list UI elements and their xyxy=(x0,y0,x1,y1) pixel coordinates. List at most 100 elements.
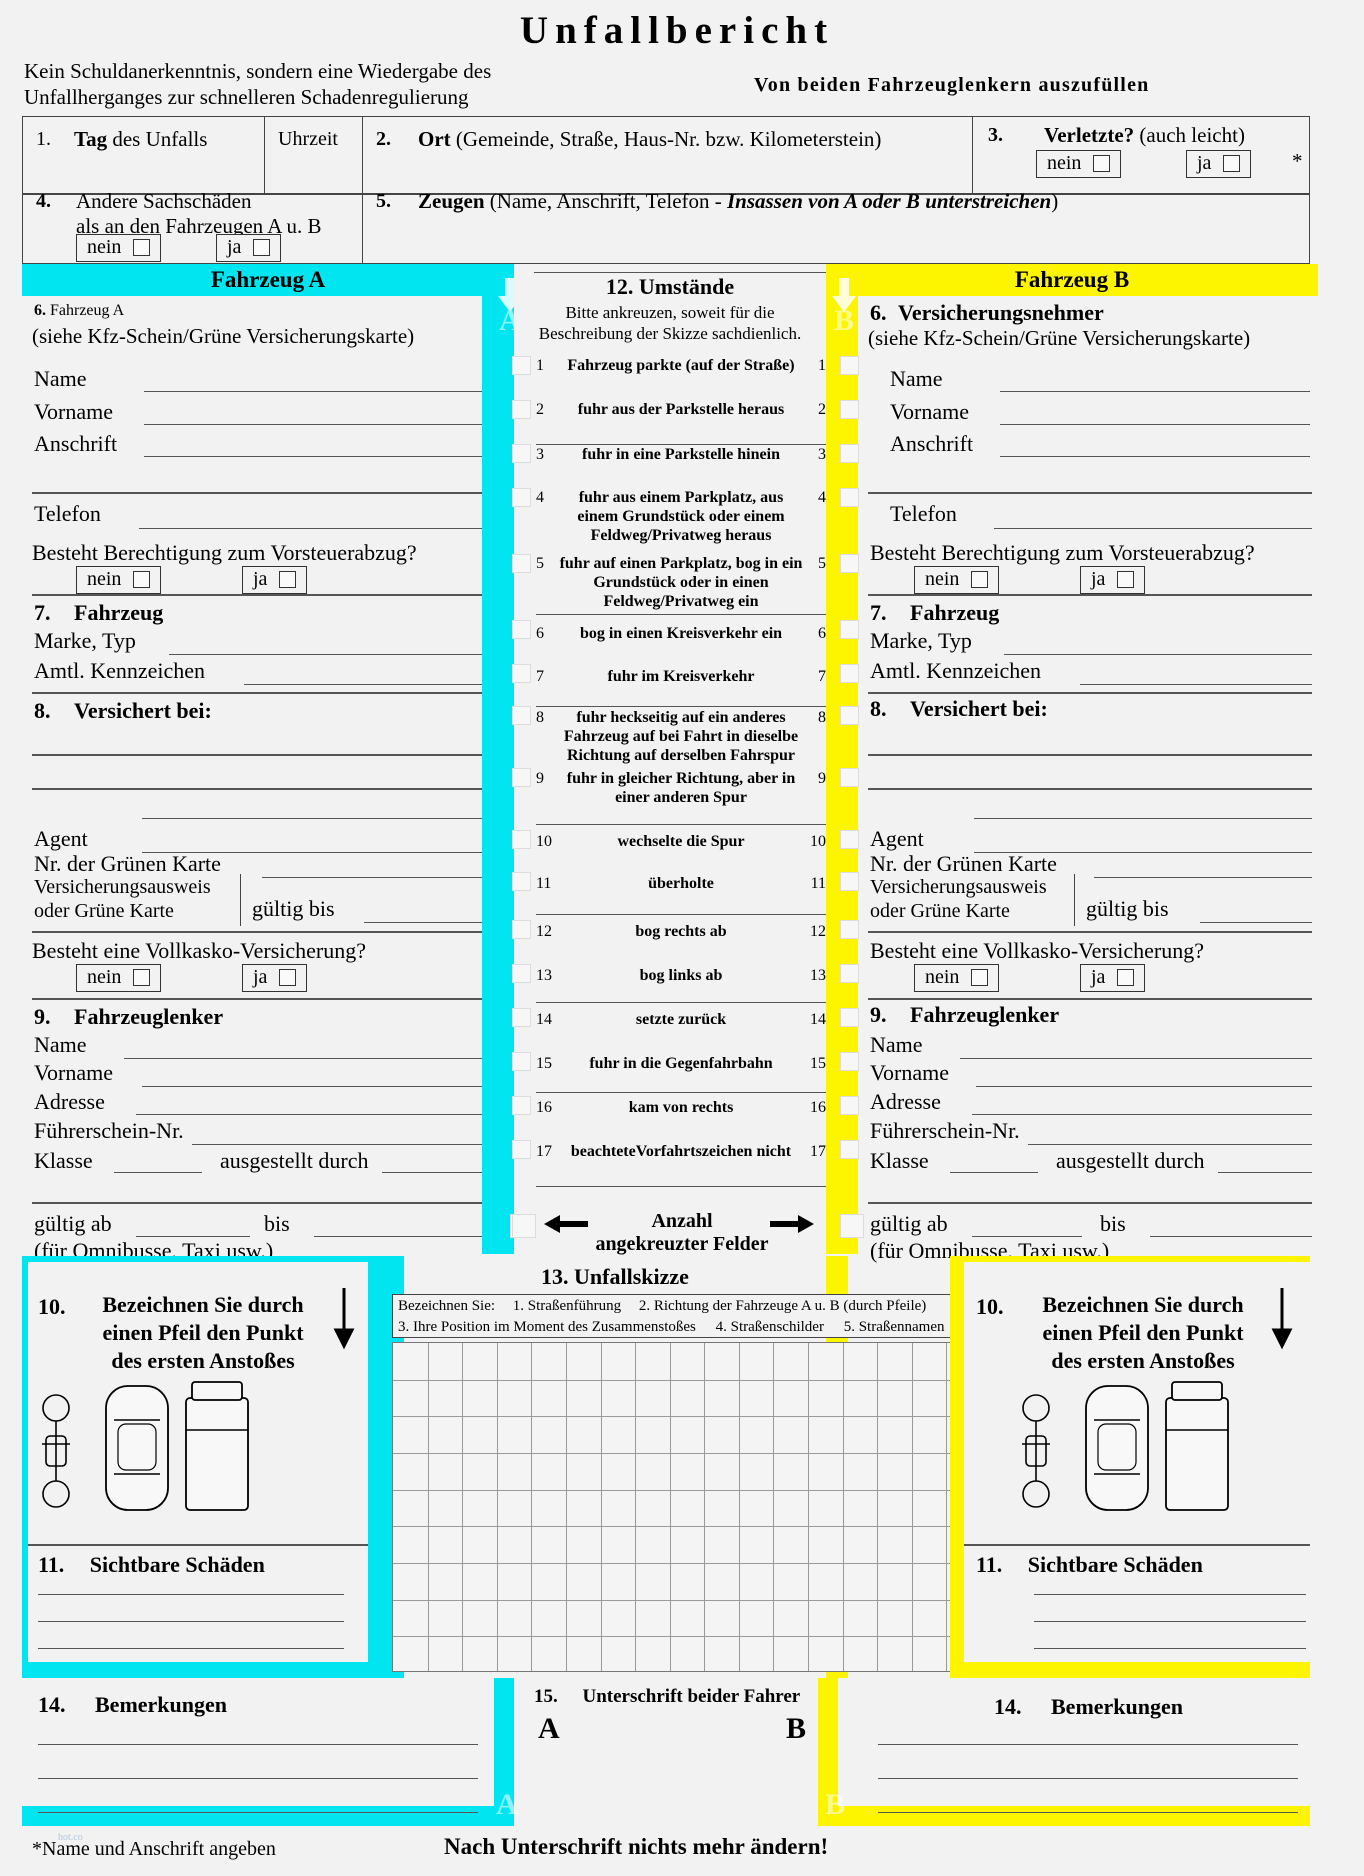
veh-b-agent-input[interactable] xyxy=(974,852,1312,853)
veh-a-lenker-adresse-input[interactable] xyxy=(136,1114,482,1115)
veh-a-bis-input[interactable] xyxy=(314,1236,482,1237)
veh-b-vollkasko-nein-checkbox[interactable]: nein xyxy=(914,964,1000,992)
veh-a-lenker-fs-input[interactable] xyxy=(192,1144,482,1145)
field-5-witness-input[interactable] xyxy=(366,218,1308,262)
veh-a-lenker-extra-input[interactable] xyxy=(32,1202,482,1204)
veh-a-vorsteuer-ja-box[interactable] xyxy=(279,571,297,588)
circ-check-b-16[interactable] xyxy=(840,1096,859,1115)
circ-check-a-13[interactable] xyxy=(512,964,531,983)
veh-b-gueltig-bis-input[interactable] xyxy=(1200,922,1312,923)
circ-check-b-11[interactable] xyxy=(840,872,859,891)
veh-a-vollkasko-ja-checkbox[interactable]: ja xyxy=(242,964,308,992)
veh-a-gueltig-bis-input[interactable] xyxy=(364,922,482,923)
veh-a-s11-input-1[interactable] xyxy=(38,1594,344,1595)
veh-a-gueltig-ab-input[interactable] xyxy=(136,1236,250,1237)
field-1-date-input[interactable] xyxy=(24,146,262,192)
veh-a-telefon-input[interactable] xyxy=(139,528,482,529)
veh-b-s11-input-1[interactable] xyxy=(1034,1594,1306,1595)
circ-check-a-2[interactable] xyxy=(512,400,531,419)
circ-check-b-3[interactable] xyxy=(840,444,859,463)
veh-b-vorsteuer-nein-checkbox[interactable]: nein xyxy=(914,566,1000,594)
circ-check-a-8[interactable] xyxy=(512,706,531,725)
veh-b-vollkasko-ja-checkbox[interactable]: ja xyxy=(1080,964,1146,992)
field-4-ja-checkbox[interactable]: ja xyxy=(216,234,282,262)
circ-check-a-15[interactable] xyxy=(512,1052,531,1071)
veh-a-kennzeichen-input[interactable] xyxy=(244,684,482,685)
field-3-ja-checkbox[interactable]: ja xyxy=(1186,150,1252,178)
veh-a-lenker-name-input[interactable] xyxy=(124,1058,482,1059)
field-3-ja-box[interactable] xyxy=(1223,155,1241,172)
circ-check-a-11[interactable] xyxy=(512,872,531,891)
circ-check-b-14[interactable] xyxy=(840,1008,859,1027)
circ-check-b-17[interactable] xyxy=(840,1140,859,1159)
veh-a-s14-input-2[interactable] xyxy=(38,1778,478,1779)
veh-b-lenker-fs-input[interactable] xyxy=(1028,1144,1312,1145)
veh-b-vorsteuer-nein-box[interactable] xyxy=(971,571,989,588)
veh-b-kennzeichen-input[interactable] xyxy=(1080,684,1312,685)
circ-check-b-8[interactable] xyxy=(840,706,859,725)
veh-a-s14-input-3[interactable] xyxy=(38,1812,478,1813)
veh-b-vollkasko-ja-box[interactable] xyxy=(1117,969,1135,986)
circ-check-b-5[interactable] xyxy=(840,554,859,573)
veh-b-vollkasko-nein-box[interactable] xyxy=(971,969,989,986)
circ-check-b-2[interactable] xyxy=(840,400,859,419)
veh-b-s14-input-3[interactable] xyxy=(878,1812,1298,1813)
circ-check-b-13[interactable] xyxy=(840,964,859,983)
circ-check-a-12[interactable] xyxy=(512,920,531,939)
veh-b-gueltig-ab-input[interactable] xyxy=(972,1236,1082,1237)
signature-a-field[interactable] xyxy=(538,1712,798,1822)
veh-b-lenker-adresse-input[interactable] xyxy=(972,1114,1312,1115)
veh-a-gruene-nr-input[interactable] xyxy=(262,877,482,878)
circ-check-b-10[interactable] xyxy=(840,830,859,849)
veh-b-vorsteuer-ja-checkbox[interactable]: ja xyxy=(1080,566,1146,594)
veh-b-lenker-name-input[interactable] xyxy=(960,1058,1312,1059)
veh-b-vorname-input[interactable] xyxy=(1000,424,1310,425)
veh-b-marke-input[interactable] xyxy=(1004,654,1312,655)
veh-b-lenker-ausgestellt-input[interactable] xyxy=(1218,1172,1312,1173)
veh-b-lenker-extra-input[interactable] xyxy=(868,1202,1312,1204)
veh-b-s11-input-3[interactable] xyxy=(1034,1648,1306,1649)
veh-a-insurer-input-2[interactable] xyxy=(32,788,482,790)
veh-a-vollkasko-nein-checkbox[interactable]: nein xyxy=(76,964,162,992)
veh-a-agent-input[interactable] xyxy=(142,852,482,853)
veh-a-lenker-klasse-input[interactable] xyxy=(114,1172,202,1173)
veh-a-vollkasko-ja-box[interactable] xyxy=(279,969,297,986)
veh-a-vorsteuer-nein-checkbox[interactable]: nein xyxy=(76,566,162,594)
veh-a-lenker-ausgestellt-input[interactable] xyxy=(382,1172,482,1173)
veh-a-anschrift-input[interactable] xyxy=(144,456,482,457)
circ-check-a-16[interactable] xyxy=(512,1096,531,1115)
veh-b-lenker-klasse-input[interactable] xyxy=(950,1172,1038,1173)
veh-b-anschrift-input[interactable] xyxy=(1000,456,1310,457)
veh-a-vollkasko-nein-box[interactable] xyxy=(133,969,151,986)
circ-check-a-9[interactable] xyxy=(512,768,531,787)
field-4-ja-box[interactable] xyxy=(253,239,271,256)
veh-a-lenker-vorname-input[interactable] xyxy=(142,1086,482,1087)
circ-check-b-9[interactable] xyxy=(840,768,859,787)
circ-total-box-b[interactable] xyxy=(840,1214,864,1238)
veh-b-s14-input-1[interactable] xyxy=(878,1744,1298,1745)
field-3-nein-checkbox[interactable]: nein xyxy=(1036,150,1122,178)
veh-b-insurer-input-2[interactable] xyxy=(868,788,1312,790)
circ-total-box-a[interactable] xyxy=(512,1214,536,1238)
circ-check-a-14[interactable] xyxy=(512,1008,531,1027)
veh-a-vorsteuer-ja-checkbox[interactable]: ja xyxy=(242,566,308,594)
circ-check-b-12[interactable] xyxy=(840,920,859,939)
veh-a-vorname-input[interactable] xyxy=(144,424,482,425)
circ-check-b-7[interactable] xyxy=(840,664,859,683)
veh-a-vorsteuer-nein-box[interactable] xyxy=(133,571,151,588)
veh-b-s11-input-2[interactable] xyxy=(1034,1621,1306,1622)
veh-b-vorsteuer-ja-box[interactable] xyxy=(1117,571,1135,588)
veh-b-bis-input[interactable] xyxy=(1150,1236,1312,1237)
circ-check-b-1[interactable] xyxy=(840,356,859,375)
veh-a-s11-input-3[interactable] xyxy=(38,1648,344,1649)
circ-check-a-17[interactable] xyxy=(512,1140,531,1159)
veh-b-insurer-input-1[interactable] xyxy=(868,754,1312,756)
field-2-location-input[interactable] xyxy=(366,152,968,192)
field-4-nein-checkbox[interactable]: nein xyxy=(76,234,162,262)
circ-check-a-3[interactable] xyxy=(512,444,531,463)
circ-check-b-4[interactable] xyxy=(840,488,859,507)
circ-check-a-6[interactable] xyxy=(512,620,531,639)
veh-b-insurer-input-3[interactable] xyxy=(974,818,1312,819)
field-4-nein-box[interactable] xyxy=(133,239,151,256)
veh-a-insurer-input-3[interactable] xyxy=(142,818,482,819)
